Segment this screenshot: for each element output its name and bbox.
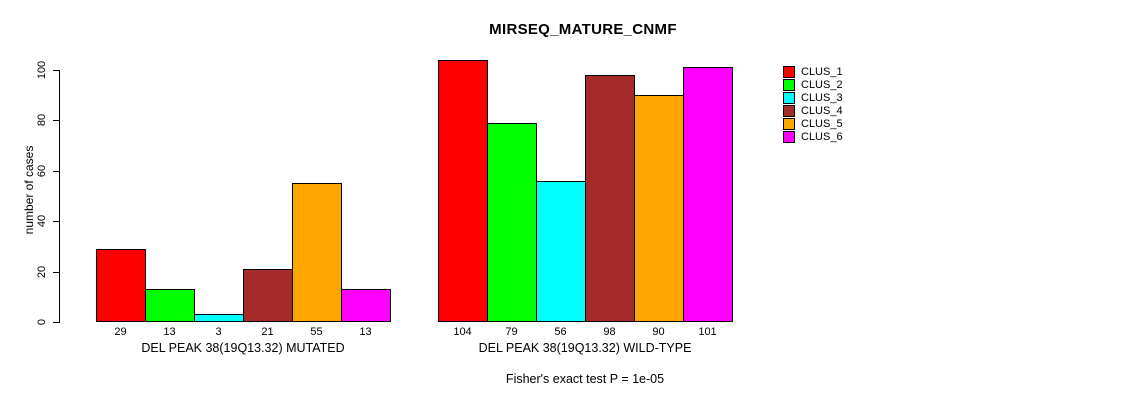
- bar-clus_4: [585, 75, 635, 322]
- y-axis-tick: [53, 120, 59, 121]
- bar-value-label: 55: [310, 326, 323, 338]
- group-x-label: DEL PEAK 38(19Q13.32) WILD-TYPE: [478, 341, 692, 355]
- y-axis-tick: [53, 70, 59, 71]
- bar-value-label: 79: [505, 326, 518, 338]
- legend-item: CLUS_1: [783, 65, 843, 78]
- legend-swatch-clus_6: [783, 130, 795, 143]
- legend-item: CLUS_6: [783, 130, 843, 143]
- legend-label: CLUS_4: [801, 104, 843, 117]
- chart-title: MIRSEQ_MATURE_CNMF: [489, 21, 677, 38]
- y-axis-tick-label: 20: [36, 265, 48, 279]
- bar-clus_3: [536, 181, 586, 322]
- fisher-test-note: Fisher's exact test P = 1e-05: [505, 372, 665, 386]
- group-x-label: DEL PEAK 38(19Q13.32) MUTATED: [141, 341, 345, 355]
- y-axis-tick: [53, 322, 59, 323]
- legend-swatch-clus_4: [783, 104, 795, 117]
- bar-clus_1: [438, 60, 488, 322]
- legend-swatch-clus_5: [783, 117, 795, 130]
- legend-item: CLUS_2: [783, 78, 843, 91]
- legend-swatch-clus_3: [783, 91, 795, 104]
- y-axis-tick-label: 100: [36, 60, 48, 80]
- y-axis-tick-label: 40: [36, 214, 48, 228]
- bar-clus_2: [145, 289, 195, 322]
- legend-label: CLUS_5: [801, 117, 843, 130]
- bar-value-label: 56: [554, 326, 567, 338]
- legend: CLUS_1 CLUS_2 CLUS_3 CLUS_4 CLUS_5 CLUS_6: [783, 65, 843, 143]
- bar-value-label: 90: [652, 326, 665, 338]
- legend-item: CLUS_5: [783, 117, 843, 130]
- y-axis-tick-label: 0: [36, 318, 48, 326]
- bar-value-label: 13: [163, 326, 176, 338]
- legend-label: CLUS_2: [801, 78, 843, 91]
- y-axis-tick-label: 80: [36, 113, 48, 127]
- bar-clus_3: [194, 314, 244, 322]
- bar-clus_2: [487, 123, 537, 322]
- bar-clus_1: [96, 249, 146, 322]
- legend-label: CLUS_3: [801, 91, 843, 104]
- legend-label: CLUS_6: [801, 130, 843, 143]
- bar-value-label: 98: [603, 326, 616, 338]
- bar-clus_5: [292, 183, 342, 322]
- y-axis-line: [59, 70, 60, 323]
- bar-value-label: 21: [261, 326, 274, 338]
- bar-clus_6: [683, 67, 733, 322]
- y-axis-tick-label: 60: [36, 164, 48, 178]
- bar-clus_6: [341, 289, 391, 322]
- bar-value-label: 29: [114, 326, 127, 338]
- y-axis-tick: [53, 272, 59, 273]
- legend-label: CLUS_1: [801, 65, 843, 78]
- bar-clus_4: [243, 269, 293, 322]
- legend-swatch-clus_2: [783, 78, 795, 91]
- legend-item: CLUS_4: [783, 104, 843, 117]
- bar-value-label: 101: [698, 326, 717, 338]
- y-axis-tick: [53, 221, 59, 222]
- legend-item: CLUS_3: [783, 91, 843, 104]
- bar-value-label: 3: [215, 326, 222, 338]
- y-axis-tick: [53, 171, 59, 172]
- legend-swatch-clus_1: [783, 65, 795, 78]
- bar-value-label: 13: [359, 326, 372, 338]
- bar-clus_5: [634, 95, 684, 322]
- bar-value-label: 104: [453, 326, 472, 338]
- y-axis-label: number of cases: [22, 145, 36, 235]
